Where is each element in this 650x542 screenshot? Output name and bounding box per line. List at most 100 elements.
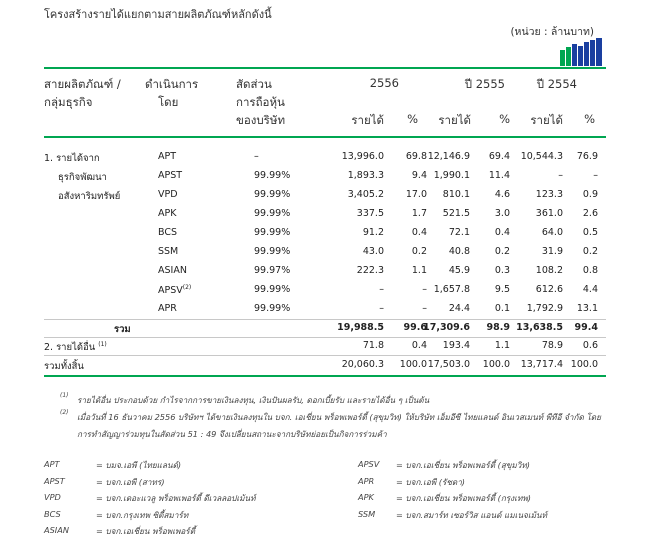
row-v54: 1,792.9 bbox=[526, 303, 563, 314]
row-p56: – bbox=[422, 303, 427, 314]
total-v56: 20,060.3 bbox=[341, 359, 384, 370]
row-v56: 1,893.3 bbox=[347, 170, 384, 181]
legend-name: = บจก.เอพี (รัชดา) bbox=[396, 476, 465, 487]
hdr-share-3: ของบริษัท bbox=[236, 113, 286, 127]
legend-code: BCS bbox=[44, 508, 61, 519]
header-bottom-rule bbox=[44, 136, 606, 138]
hdr-pct-2555: % bbox=[499, 112, 510, 126]
note-2-text-2: การทำสัญญาร่วมทุนในสัดส่วน 51 : 49 จึงเป… bbox=[77, 429, 387, 439]
hdr-pct-2554: % bbox=[584, 112, 595, 126]
row-code: BCS bbox=[158, 227, 178, 238]
row-v54: 64.0 bbox=[541, 227, 563, 238]
legend-name: = บจก.กรุงเทพ ซิตี้สมาร์ท bbox=[96, 509, 189, 520]
row-share: 99.99% bbox=[254, 246, 291, 257]
row-code: SSM bbox=[158, 246, 179, 257]
row-p54: 2.6 bbox=[582, 208, 598, 219]
row-p54: – bbox=[593, 170, 598, 181]
row-p56: 17.0 bbox=[405, 189, 427, 200]
row-v56: 13,996.0 bbox=[341, 151, 384, 162]
hdr-product-line-1: สายผลิตภัณฑ์ / bbox=[44, 77, 121, 91]
brand-logo bbox=[560, 38, 602, 66]
row-p54: 0.8 bbox=[582, 265, 598, 276]
hdr-operated-by-1: ดำเนินการ bbox=[145, 77, 199, 91]
row-v55: 810.1 bbox=[442, 189, 470, 200]
legend-code: APSV bbox=[358, 459, 380, 469]
other-label: 2. รายได้อื่น (1) bbox=[44, 340, 107, 353]
row-p56: 69.8 bbox=[405, 151, 427, 162]
row-p55: 0.1 bbox=[494, 303, 510, 314]
row-v56: 337.5 bbox=[356, 208, 384, 219]
row-v54: 10,544.3 bbox=[520, 151, 563, 162]
row-v56: 3,405.2 bbox=[347, 189, 384, 200]
row-v55: 1,657.8 bbox=[433, 284, 470, 295]
legend-name: = บจก.เอเชี่ยน พร็อพเพอร์ตี้ (สุขุมวิท) bbox=[396, 460, 530, 470]
row-share: 99.99% bbox=[254, 284, 291, 295]
row-v54: – bbox=[558, 170, 563, 181]
row-p55: 0.4 bbox=[494, 227, 510, 238]
subtotal-v56: 19,988.5 bbox=[337, 322, 384, 333]
row-p55: 11.4 bbox=[488, 170, 510, 181]
subtotal-label: รวม bbox=[114, 324, 131, 335]
row-p56: 9.4 bbox=[411, 170, 427, 181]
row-v56: 222.3 bbox=[356, 265, 384, 276]
row-v54: 612.6 bbox=[535, 284, 563, 295]
total-p54: 100.0 bbox=[570, 359, 598, 370]
note-2-mark: (2) bbox=[60, 409, 69, 416]
note-2-text-1: เมื่อวันที่ 16 ธันวาคม 2556 บริษัทฯ ได้ข… bbox=[77, 412, 601, 422]
legend-name: = บจก.เดอะแวลู พร็อพเพอร์ตี้ ดีเวลลอปเม้… bbox=[96, 493, 256, 503]
row-p56: 0.2 bbox=[411, 246, 427, 257]
row-v55: 12,146.9 bbox=[427, 151, 470, 162]
row-share: 99.97% bbox=[254, 265, 291, 276]
subtotal-top-rule bbox=[44, 319, 606, 320]
row-share: 99.99% bbox=[254, 170, 291, 181]
total-label: รวมทั้งสิ้น bbox=[44, 361, 84, 372]
legend-name: = บมจ.เอพี (ไทยแลนด์) bbox=[96, 460, 182, 470]
subtotal-v54: 13,638.5 bbox=[516, 322, 563, 333]
total-v54: 13,717.4 bbox=[520, 359, 563, 370]
row-v56: – bbox=[379, 284, 384, 295]
legend-code: APST bbox=[44, 475, 65, 486]
row-code: APR bbox=[158, 303, 177, 314]
row-share: – bbox=[254, 151, 259, 162]
other-bottom-rule bbox=[44, 355, 606, 356]
subtotal-v55: 17,309.6 bbox=[423, 322, 470, 333]
row-p54: 13.1 bbox=[576, 303, 598, 314]
row-p54: 0.5 bbox=[582, 227, 598, 238]
row-v55: 1,990.1 bbox=[433, 170, 470, 181]
note-1-text: รายได้อื่น ประกอบด้วย กำไรจากการขายเงินล… bbox=[77, 395, 430, 405]
row-share: 99.99% bbox=[254, 189, 291, 200]
row-p54: 0.2 bbox=[582, 246, 598, 257]
hdr-revenue-2556: รายได้ bbox=[351, 113, 384, 127]
legend-code: APK bbox=[358, 492, 374, 502]
row-v54: 31.9 bbox=[541, 246, 563, 257]
hdr-operated-by-2: โดย bbox=[158, 95, 179, 109]
row-v54: 123.3 bbox=[535, 189, 563, 200]
hdr-year-2556: 2556 bbox=[369, 76, 399, 90]
row-p54: 76.9 bbox=[576, 151, 598, 162]
row-v56: 91.2 bbox=[362, 227, 384, 238]
row-p56: 1.1 bbox=[411, 265, 427, 276]
row-share: 99.99% bbox=[254, 227, 291, 238]
total-v55: 17,503.0 bbox=[427, 359, 470, 370]
hdr-year-2555: ปี 2555 bbox=[464, 77, 505, 91]
total-p56: 100.0 bbox=[399, 359, 427, 370]
other-p54: 0.6 bbox=[582, 340, 598, 351]
group1-label-1: 1. รายได้จาก bbox=[44, 153, 100, 164]
row-code: VPD bbox=[158, 189, 178, 200]
legend-code: SSM bbox=[358, 508, 376, 519]
row-v56: 43.0 bbox=[362, 246, 384, 257]
legend-code: ASIAN bbox=[44, 525, 69, 535]
row-p55: 9.5 bbox=[494, 284, 510, 295]
subtotal-p55: 98.9 bbox=[486, 322, 510, 333]
group1-label-3: อสังหาริมทรัพย์ bbox=[58, 191, 121, 202]
note-1-mark: (1) bbox=[60, 392, 69, 399]
row-v55: 72.1 bbox=[448, 227, 470, 238]
row-v55: 521.5 bbox=[442, 208, 470, 219]
legend-code: APR bbox=[358, 475, 375, 486]
hdr-share-2: การถือหุ้น bbox=[236, 95, 285, 109]
legend-name: = บจก.เอเชี่ยน พร็อพเพอร์ตี้ (กรุงเทพ) bbox=[396, 493, 531, 503]
row-p56: – bbox=[422, 284, 427, 295]
total-p55: 100.0 bbox=[482, 359, 510, 370]
row-v56: – bbox=[379, 303, 384, 314]
row-p55: 0.3 bbox=[494, 265, 510, 276]
